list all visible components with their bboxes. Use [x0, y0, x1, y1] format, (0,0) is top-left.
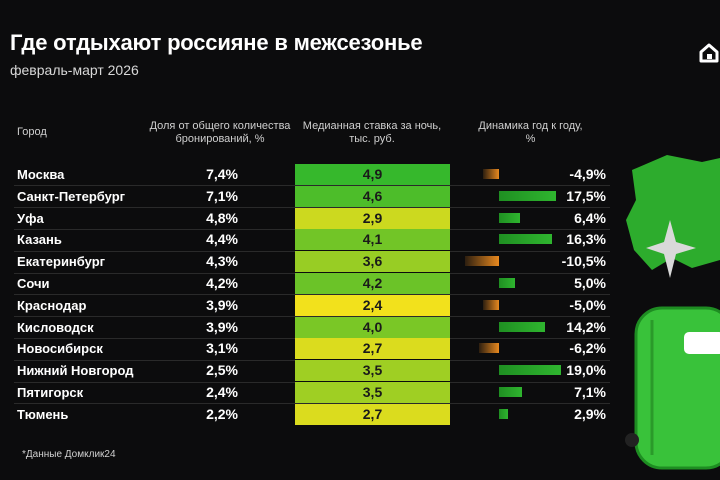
table-row: Сочи 4,2% 4,2 5,0% — [0, 273, 720, 294]
booking-share: 2,5% — [206, 362, 238, 379]
yoy-dynamics: -6,2% — [569, 340, 606, 357]
yoy-dynamics: 5,0% — [574, 275, 606, 291]
city-name: Сочи — [17, 276, 50, 291]
yoy-dynamics: 16,3% — [566, 231, 606, 248]
yoy-dynamics: 19,0% — [566, 362, 606, 379]
table-row: Кисловодск 3,9% 4,0 14,2% — [0, 316, 720, 338]
city-name: Санкт-Петербург — [17, 188, 126, 204]
city-name: Краснодар — [17, 297, 87, 313]
city-name: Кисловодск — [17, 319, 94, 335]
booking-share: 7,4% — [206, 166, 238, 182]
booking-share: 3,1% — [206, 340, 238, 357]
table-row: Екатеринбург 4,3% 3,6 -10,5% — [0, 251, 720, 273]
yoy-dynamics: 2,9% — [574, 405, 606, 422]
table-row: Москва 7,4% 4,9 -4,9% — [0, 164, 720, 185]
city-name: Пятигорск — [17, 385, 84, 400]
median-rate-cell: 2,7 — [295, 338, 450, 360]
booking-share: 3,9% — [206, 296, 238, 313]
booking-share: 2,2% — [206, 405, 238, 422]
dynamics-bar — [499, 408, 509, 419]
booking-share: 4,2% — [206, 275, 238, 291]
median-rate-cell: 4,1 — [295, 229, 450, 251]
dynamics-bar — [499, 278, 516, 288]
suitcase-label — [684, 332, 720, 354]
yoy-dynamics: 6,4% — [574, 209, 606, 226]
header-dynamics: Динамика год к году, % — [458, 120, 603, 146]
booking-share: 4,3% — [206, 253, 238, 270]
yoy-dynamics: -10,5% — [561, 253, 606, 270]
median-rate-cell: 4,6 — [295, 185, 450, 207]
booking-share: 2,4% — [206, 384, 238, 400]
median-rate-cell: 4,2 — [295, 273, 450, 294]
table-row: Уфа 4,8% 2,9 6,4% — [0, 207, 720, 229]
header-rate-line1: Медианная ставка за ночь, — [302, 120, 442, 132]
dynamics-bar — [499, 190, 556, 201]
city-name: Тюмень — [17, 406, 69, 422]
median-rate-cell: 4,9 — [295, 164, 450, 185]
table-row: Нижний Новгород 2,5% 3,5 19,0% — [0, 360, 720, 382]
dynamics-bar — [483, 169, 499, 179]
header-rate: Медианная ставка за ночь, тыс. руб. — [292, 120, 452, 146]
table-row: Краснодар 3,9% 2,4 -5,0% — [0, 294, 720, 316]
median-rate-cell: 2,7 — [295, 403, 450, 425]
city-name: Новосибирск — [17, 341, 103, 357]
booking-share: 7,1% — [206, 187, 238, 204]
table-row: Санкт-Петербург 7,1% 4,6 17,5% — [0, 185, 720, 207]
dynamics-bar — [478, 343, 499, 354]
header-share-line1: Доля от общего количества — [149, 120, 291, 132]
dynamics-bar — [499, 365, 561, 376]
yoy-dynamics: -5,0% — [569, 296, 606, 313]
dynamics-bar — [499, 321, 546, 332]
chart-subtitle: февраль-март 2026 — [10, 62, 139, 78]
header-dyn-line1: Динамика год к году, — [478, 120, 583, 132]
table-row: Тюмень 2,2% 2,7 2,9% — [0, 403, 720, 425]
city-name: Уфа — [17, 210, 44, 226]
dynamics-bar — [499, 387, 523, 397]
booking-share: 4,4% — [206, 231, 238, 248]
yoy-dynamics: 17,5% — [566, 187, 606, 204]
brand-logo-icon — [699, 43, 719, 63]
dynamics-bar — [499, 212, 520, 223]
footnote: *Данные Домклик24 — [22, 449, 116, 460]
median-rate-cell: 2,9 — [295, 207, 450, 229]
yoy-dynamics: -4,9% — [569, 166, 606, 182]
dynamics-bar — [464, 256, 499, 267]
booking-share: 4,8% — [206, 209, 238, 226]
header-dyn-line2: % — [525, 133, 536, 145]
city-name: Нижний Новгород — [17, 363, 134, 379]
dynamics-bar — [482, 299, 499, 310]
dynamics-bar — [499, 234, 552, 245]
booking-share: 3,9% — [206, 318, 238, 335]
table-row: Новосибирск 3,1% 2,7 -6,2% — [0, 338, 720, 360]
table-row: Пятигорск 2,4% 3,5 7,1% — [0, 382, 720, 403]
city-name: Казань — [17, 232, 62, 248]
header-share: Доля от общего количества бронирований, … — [140, 120, 300, 146]
sparkle-icon — [646, 220, 696, 278]
city-name: Екатеринбург — [17, 254, 106, 270]
median-rate-cell: 2,4 — [295, 294, 450, 316]
median-rate-cell: 4,0 — [295, 316, 450, 338]
yoy-dynamics: 14,2% — [566, 318, 606, 335]
median-rate-cell: 3,5 — [295, 382, 450, 403]
city-name: Москва — [17, 167, 65, 182]
decorative-illustration — [625, 155, 720, 470]
table-row: Казань 4,4% 4,1 16,3% — [0, 229, 720, 251]
yoy-dynamics: 7,1% — [574, 384, 606, 400]
header-city: Город — [17, 126, 47, 138]
header-share-line2: бронирований, % — [175, 133, 265, 145]
russia-map-shape — [626, 155, 720, 270]
header-rate-line2: тыс. руб. — [349, 133, 395, 145]
median-rate-cell: 3,5 — [295, 360, 450, 382]
median-rate-cell: 3,6 — [295, 251, 450, 273]
chart-title: Где отдыхают россияне в межсезонье — [10, 30, 423, 55]
